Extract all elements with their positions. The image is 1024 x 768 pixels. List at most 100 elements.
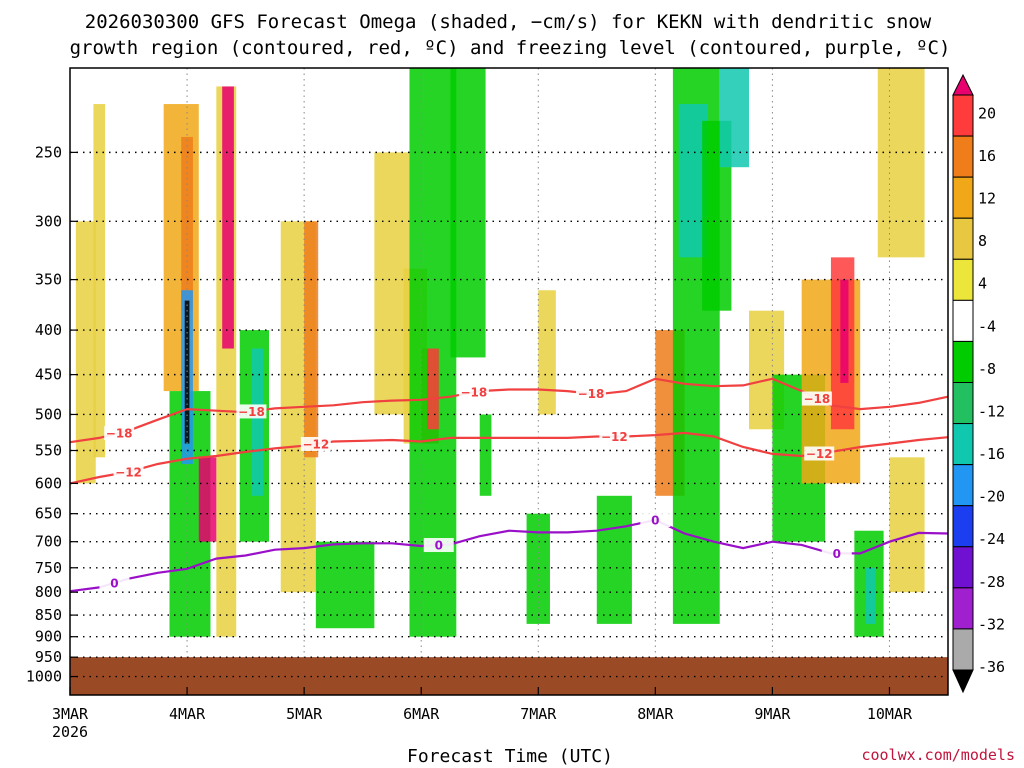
omega-shading-patch (75, 221, 96, 484)
plot-frame (69, 67, 949, 696)
omega-shading-patch (222, 86, 234, 349)
chart-title-line2: growth region (contoured, red, ºC) and f… (70, 37, 951, 59)
colorbar: 20 16 12 8 4 -4 -8 -12 -16 -20 -24 -28 -32 -36 (952, 73, 1005, 694)
colorbar-bottom-arrow (952, 669, 974, 694)
plot-area (70, 68, 948, 695)
y-tick-label: 400 (35, 321, 62, 339)
colorbar-box (952, 382, 974, 425)
contour-label-bg (300, 436, 331, 451)
contour-label: 0 (435, 539, 443, 553)
y-tick-label: 350 (35, 271, 62, 289)
omega-shading-patch (538, 290, 556, 415)
colorbar-label: -28 (978, 573, 1005, 591)
y-tick-label: 950 (35, 648, 62, 666)
credit-link[interactable]: coolwx.com/models (861, 746, 1015, 764)
colorbar-box (952, 340, 974, 383)
contour-label: 0 (110, 576, 118, 590)
contour-label: −18 (106, 427, 133, 441)
omega-shading-patch (479, 414, 492, 496)
omega-shading-patch (889, 457, 925, 593)
contour-label: −18 (238, 405, 265, 419)
colorbar-label: 8 (978, 232, 987, 250)
colorbar-label: -32 (978, 615, 1005, 633)
x-axis-label: Forecast Time (UTC) (407, 746, 613, 767)
y-tick-label: 300 (35, 212, 62, 230)
contour-line (69, 377, 949, 444)
contour-label-bg (801, 391, 832, 406)
colorbar-box (952, 176, 974, 219)
colorbar-box (952, 587, 974, 630)
colorbar-label: -36 (978, 658, 1005, 676)
contour-label-bg (236, 404, 267, 419)
omega-shading-patch (184, 300, 190, 444)
contour-label: −12 (601, 430, 628, 444)
colorbar-top-arrow (952, 73, 974, 96)
contour-label-bg (458, 385, 489, 400)
colorbar-label: 20 (978, 104, 996, 122)
omega-shading-patch (877, 68, 925, 258)
colorbar-box (952, 505, 974, 548)
omega-shading-patch (427, 348, 439, 430)
x-tick-label: 10MAR (867, 705, 913, 723)
omega-shading-patch (719, 68, 749, 168)
y-tick-label: 650 (35, 505, 62, 523)
x-tick-label: 3MAR (52, 705, 89, 723)
colorbar-box (952, 94, 974, 137)
contour-label-bg (599, 429, 630, 444)
contour-label-bg (821, 546, 852, 561)
contour-lines: −18 −18 −18 −18 −18 −12 −12 −12 −12 0 0 0 0 (69, 377, 949, 593)
omega-shading-patch (315, 541, 375, 629)
x-tick-label: 4MAR (169, 705, 206, 723)
colorbar-label: -12 (978, 402, 1005, 420)
x-tick-label-year: 2026 (52, 723, 88, 741)
colorbar-label: 12 (978, 189, 996, 207)
contour-label-bg (99, 575, 130, 590)
colorbar-label: -20 (978, 488, 1005, 506)
y-tick-label: 550 (35, 442, 62, 460)
colorbar-label: -8 (978, 360, 996, 378)
colorbar-box (952, 217, 974, 260)
colorbar-label: 16 (978, 147, 996, 165)
colorbar-box (952, 299, 974, 342)
contour-line (69, 518, 949, 593)
y-tick-label: 850 (35, 606, 62, 624)
y-tick-label: 1000 (26, 668, 62, 686)
omega-shading-patch (251, 348, 264, 496)
contour-label-bg (104, 426, 135, 441)
x-tick-label: 8MAR (637, 705, 674, 723)
contour-line (69, 431, 949, 485)
colorbar-label: -16 (978, 445, 1005, 463)
y-tick-label: 600 (35, 474, 62, 492)
omega-shading-patch (93, 104, 106, 458)
contour-label: −12 (302, 437, 329, 451)
omega-shading-patch (450, 68, 486, 358)
colorbar-box (952, 135, 974, 178)
y-tick-label: 700 (35, 533, 62, 551)
contour-label: −18 (578, 387, 605, 401)
colorbar-box (952, 258, 974, 301)
omega-shading-patch (181, 136, 193, 311)
colorbar-box (952, 464, 974, 507)
colorbar-label: -4 (978, 317, 996, 335)
y-tick-label: 750 (35, 559, 62, 577)
y-tick-label: 500 (35, 405, 62, 423)
contour-label: −12 (806, 447, 833, 461)
x-tick-label: 9MAR (754, 705, 791, 723)
y-tick-label: 900 (35, 628, 62, 646)
axes: 250 300 350 400 450 500 550 600 650 700 750 800 850 9… (26, 67, 949, 741)
y-tick-label: 450 (35, 366, 62, 384)
chart-title-line1: 2026030300 GFS Forecast Omega (shaded, −… (85, 11, 932, 33)
contour-label: 0 (833, 547, 841, 561)
x-tick-label: 6MAR (403, 705, 440, 723)
contour-label: −12 (115, 465, 142, 479)
contour-label-bg (423, 538, 454, 553)
contour-label: 0 (651, 514, 659, 528)
contour-label: −18 (460, 386, 487, 400)
contour-label-bg (640, 513, 671, 528)
colorbar-box (952, 423, 974, 466)
contour-label-bg (804, 446, 835, 461)
omega-shading-patch (866, 567, 876, 624)
y-tick-label: 250 (35, 143, 62, 161)
